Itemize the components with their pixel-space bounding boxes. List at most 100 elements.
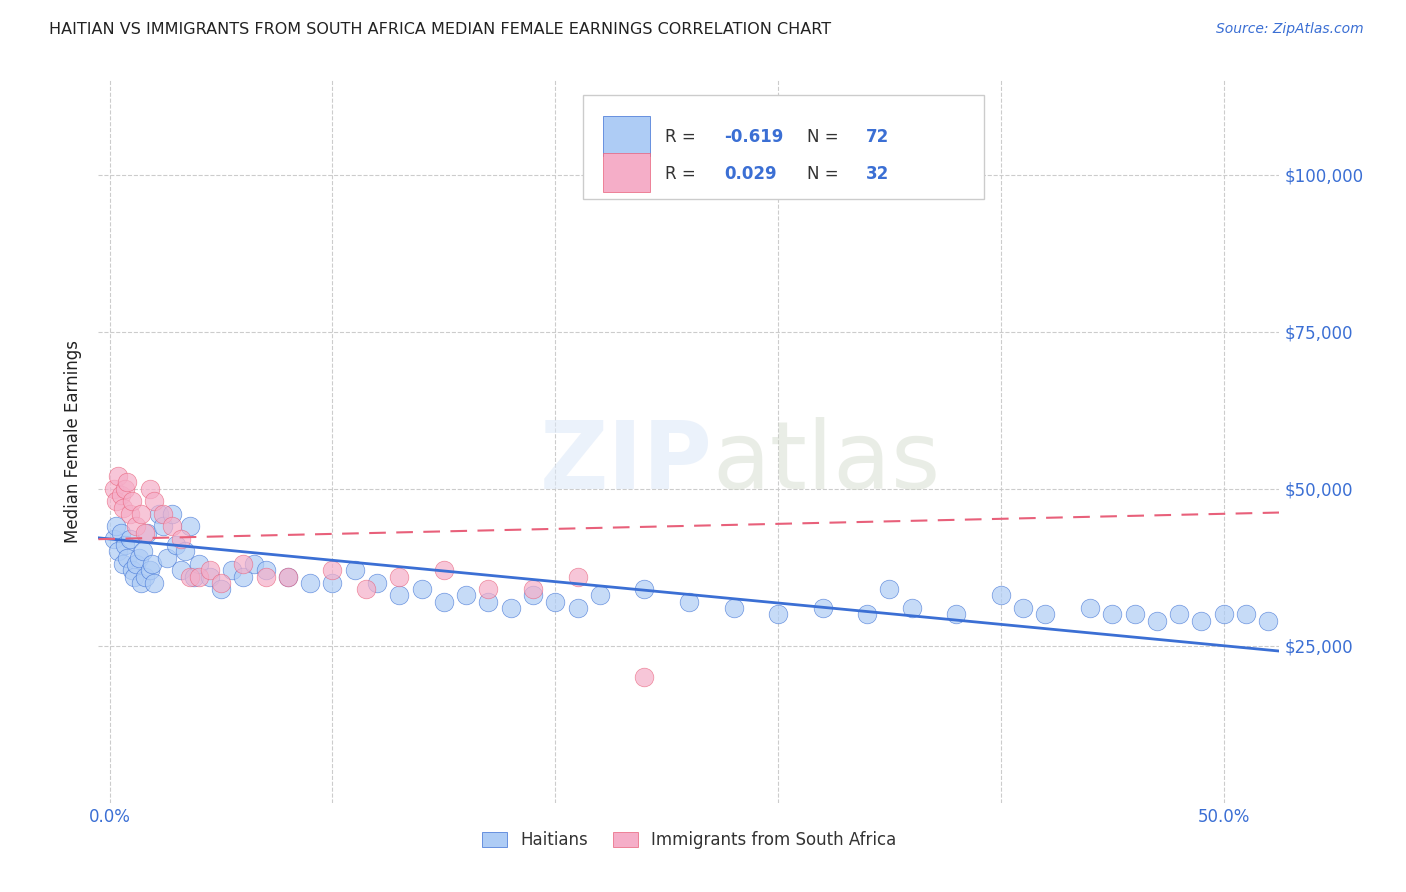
Point	[544, 595, 567, 609]
Point	[110, 525, 132, 540]
Y-axis label: Median Female Earnings: Median Female Earnings	[65, 340, 83, 543]
Point	[433, 563, 456, 577]
Point	[1123, 607, 1146, 622]
Point	[148, 507, 170, 521]
Point	[132, 544, 155, 558]
Point	[254, 563, 277, 577]
Point	[209, 582, 232, 597]
Point	[187, 557, 209, 571]
Point	[567, 601, 589, 615]
Text: ZIP: ZIP	[540, 417, 713, 509]
Point	[766, 607, 789, 622]
Point	[1234, 607, 1257, 622]
Point	[141, 557, 163, 571]
Point	[118, 507, 141, 521]
Point	[179, 569, 201, 583]
Point	[277, 569, 299, 583]
Point	[117, 550, 139, 565]
Point	[1012, 601, 1035, 615]
Point	[388, 569, 411, 583]
Point	[105, 494, 128, 508]
Point	[125, 519, 148, 533]
Point	[170, 563, 193, 577]
Point	[678, 595, 700, 609]
Point	[1035, 607, 1057, 622]
Point	[105, 519, 128, 533]
Point	[179, 519, 201, 533]
Point	[107, 469, 129, 483]
Point	[232, 557, 254, 571]
Point	[990, 589, 1012, 603]
Point	[1191, 614, 1213, 628]
Point	[114, 538, 136, 552]
Point	[1279, 614, 1302, 628]
Point	[165, 538, 187, 552]
Point	[1257, 614, 1279, 628]
Point	[143, 494, 166, 508]
Point	[321, 575, 343, 590]
Point	[117, 475, 139, 490]
Point	[1146, 614, 1168, 628]
Point	[111, 557, 134, 571]
Point	[221, 563, 243, 577]
Point	[321, 563, 343, 577]
Point	[103, 482, 125, 496]
Point	[138, 482, 160, 496]
Text: N =: N =	[807, 165, 844, 183]
Point	[499, 601, 522, 615]
Point	[723, 601, 745, 615]
Point	[174, 544, 197, 558]
Point	[633, 670, 655, 684]
Point	[134, 525, 156, 540]
Text: N =: N =	[807, 128, 844, 145]
Point	[299, 575, 322, 590]
Point	[170, 532, 193, 546]
Point	[114, 482, 136, 496]
Bar	[603, 153, 650, 193]
Point	[160, 519, 183, 533]
Point	[1212, 607, 1234, 622]
Point	[129, 575, 152, 590]
Point	[129, 507, 152, 521]
Text: 32: 32	[866, 165, 890, 183]
Point	[633, 582, 655, 597]
Point	[110, 488, 132, 502]
Point	[567, 569, 589, 583]
Bar	[603, 116, 650, 156]
Text: R =: R =	[665, 165, 702, 183]
Point	[128, 550, 150, 565]
Point	[1168, 607, 1191, 622]
Text: 72: 72	[866, 128, 890, 145]
Point	[477, 595, 499, 609]
Text: 0.029: 0.029	[724, 165, 778, 183]
Point	[122, 569, 145, 583]
Point	[160, 507, 183, 521]
Point	[477, 582, 499, 597]
Point	[243, 557, 266, 571]
Legend: Haitians, Immigrants from South Africa: Haitians, Immigrants from South Africa	[475, 824, 903, 856]
Point	[156, 550, 179, 565]
Point	[456, 589, 478, 603]
Point	[232, 569, 254, 583]
FancyBboxPatch shape	[582, 95, 984, 200]
Point	[388, 589, 411, 603]
Point	[522, 589, 544, 603]
Point	[187, 569, 209, 583]
Text: Source: ZipAtlas.com: Source: ZipAtlas.com	[1216, 22, 1364, 37]
Text: HAITIAN VS IMMIGRANTS FROM SOUTH AFRICA MEDIAN FEMALE EARNINGS CORRELATION CHART: HAITIAN VS IMMIGRANTS FROM SOUTH AFRICA …	[49, 22, 831, 37]
Text: atlas: atlas	[713, 417, 941, 509]
Point	[134, 569, 156, 583]
Point	[121, 494, 143, 508]
Point	[136, 525, 159, 540]
Point	[152, 519, 174, 533]
Point	[811, 601, 834, 615]
Point	[125, 557, 148, 571]
Point	[143, 575, 166, 590]
Point	[118, 532, 141, 546]
Point	[366, 575, 388, 590]
Point	[879, 582, 901, 597]
Point	[1078, 601, 1101, 615]
Point	[945, 607, 967, 622]
Point	[254, 569, 277, 583]
Point	[111, 500, 134, 515]
